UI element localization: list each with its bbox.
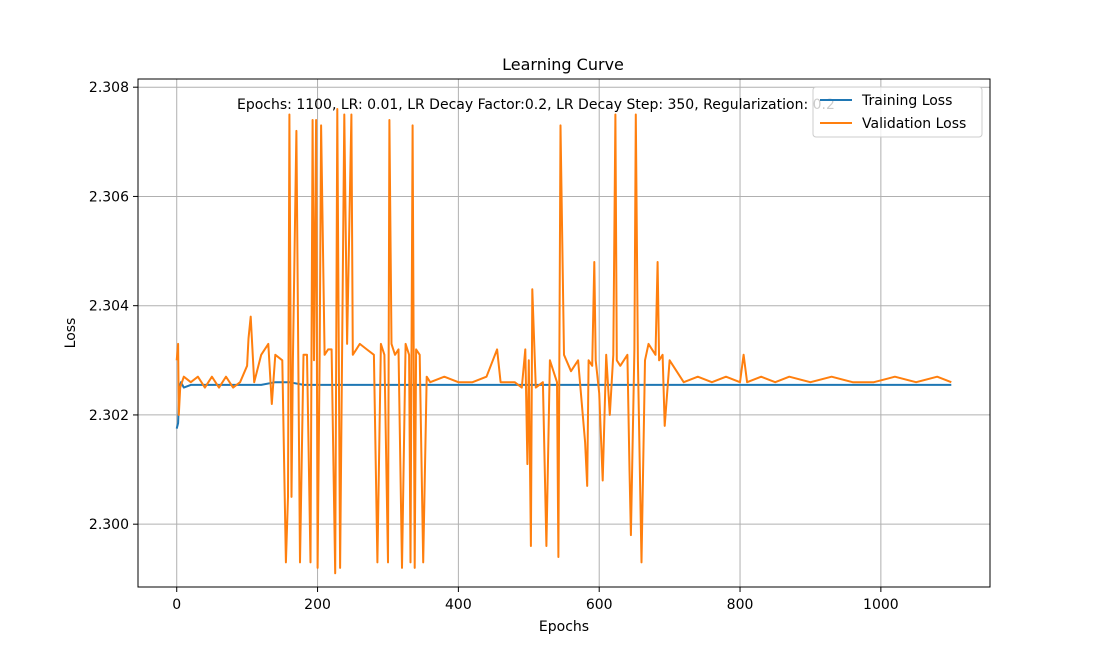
series-line-validation-loss [175,108,952,575]
x-axis-ticks: 0 200 400 600 800 1000 [172,587,899,613]
legend: Training Loss Validation Loss [812,86,983,138]
axes-frame [137,78,991,588]
config-annotation: Epochs: 1100, LR: 0.01, LR Decay Factor:… [237,97,835,113]
y-tick-label: 2.302 [89,408,129,424]
x-tick-label: 200 [304,597,331,613]
legend-label-training-loss: Training Loss [861,93,952,109]
x-tick-label: 0 [172,597,181,613]
y-axis-label: Loss [63,318,79,349]
x-tick-label: 1000 [863,597,899,613]
x-tick-label: 600 [586,597,613,613]
chart-title: Learning Curve [502,55,624,74]
y-axis-ticks: 2.300 2.302 2.304 2.306 2.308 [89,80,138,533]
x-tick-label: 800 [727,597,754,613]
x-axis-label: Epochs [539,619,589,635]
y-tick-label: 2.304 [89,299,129,315]
plot-area [175,108,952,575]
legend-box [812,86,983,138]
y-tick-label: 2.306 [89,189,129,205]
legend-label-validation-loss: Validation Loss [862,116,966,132]
x-tick-label: 400 [445,597,472,613]
y-tick-label: 2.308 [89,80,129,96]
y-tick-label: 2.300 [89,517,129,533]
